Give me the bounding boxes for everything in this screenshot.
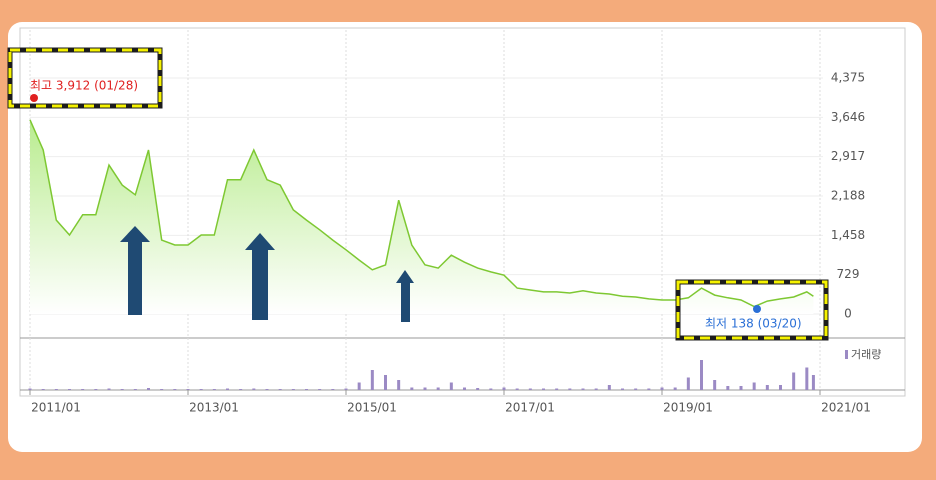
- y-tick-label: 1,458: [831, 228, 865, 242]
- volume-bar: [94, 389, 98, 390]
- frame: [8, 22, 922, 452]
- volume-bar: [568, 388, 572, 390]
- arrow: [120, 226, 150, 315]
- volume-bar: [147, 388, 150, 390]
- volume-bar: [344, 388, 348, 390]
- x-tick-label: 2015/01: [347, 401, 397, 415]
- arrow: [245, 233, 275, 320]
- max-label: 최고 3,912 (01/28): [30, 79, 138, 93]
- volume-bar: [555, 388, 559, 390]
- volume-bar: [700, 360, 703, 390]
- volume-bar: [449, 382, 453, 390]
- volume-bar: [173, 389, 177, 390]
- y-tick-label: 729: [837, 267, 860, 281]
- volume-bar: [331, 389, 335, 390]
- y-tick-label: 2,188: [831, 188, 865, 202]
- volume-bar: [318, 389, 322, 390]
- volume-bar: [660, 387, 664, 390]
- volume-bar: [515, 388, 519, 390]
- volume-bar: [226, 388, 229, 390]
- volume-bar: [621, 388, 624, 390]
- volume-bar: [160, 389, 164, 390]
- volume-bar: [397, 380, 401, 390]
- volume-bar: [792, 372, 796, 390]
- volume-bar: [805, 367, 809, 390]
- x-tick-label: 2013/01: [189, 401, 239, 415]
- volume-bar: [120, 389, 124, 390]
- arrow: [396, 270, 414, 322]
- volume-bar: [634, 388, 638, 390]
- x-tick-label: 2011/01: [31, 401, 81, 415]
- volume-bar: [673, 387, 677, 390]
- max-dot: [30, 94, 38, 102]
- legend-swatch: [845, 350, 848, 359]
- volume-bar: [436, 387, 440, 390]
- highlight-box: [8, 48, 162, 108]
- volume-bar: [581, 388, 585, 390]
- volume-bar: [265, 389, 269, 390]
- volume-bar: [752, 382, 756, 390]
- min-dot: [753, 305, 761, 313]
- volume-bar: [489, 388, 493, 390]
- volume-bar: [713, 380, 717, 390]
- volume-bar: [212, 389, 216, 390]
- volume-bar: [594, 388, 598, 390]
- x-tick-label: 2019/01: [663, 401, 713, 415]
- volume-bar: [370, 370, 374, 390]
- x-tick-label: 2017/01: [505, 401, 555, 415]
- volume-bar: [252, 388, 256, 390]
- volume-bar: [278, 389, 282, 390]
- y-tick-label: 3,646: [831, 110, 865, 124]
- volume-bar: [542, 388, 545, 390]
- volume-bar: [726, 386, 730, 390]
- volume-bar: [133, 389, 137, 390]
- y-tick-label: 0: [844, 307, 852, 321]
- volume-bar: [463, 387, 466, 390]
- volume-bar: [291, 389, 295, 390]
- volume-bar: [528, 388, 532, 390]
- volume-bar: [607, 385, 611, 390]
- price-line: [29, 119, 814, 308]
- volume-bar: [502, 387, 506, 390]
- volume-bar: [81, 389, 85, 390]
- arrows: [120, 226, 414, 322]
- volume-bar: [423, 387, 427, 390]
- volume-bar: [41, 389, 45, 390]
- volume-bar: [28, 388, 32, 390]
- y-tick-label: 4,375: [831, 71, 865, 85]
- volume-bar: [186, 389, 190, 390]
- min-label: 최저 138 (03/20): [705, 317, 802, 331]
- price-area: [30, 119, 814, 314]
- highlight-box: [676, 280, 828, 340]
- volume-bar: [107, 388, 111, 390]
- volume-bar: [410, 387, 414, 390]
- volume-bar: [765, 385, 769, 390]
- volume-bar: [686, 377, 690, 390]
- volume-bar: [811, 375, 815, 390]
- volume-bar: [54, 389, 58, 390]
- volume-bar: [68, 389, 71, 390]
- volume-bar: [199, 389, 203, 390]
- y-tick-label: 2,917: [831, 149, 865, 163]
- volume-bar: [384, 375, 387, 390]
- volume-bar: [476, 388, 480, 390]
- chart-border: [19, 27, 906, 397]
- volume-bar: [357, 382, 361, 390]
- volume-bar: [779, 385, 782, 390]
- volume-bar: [647, 388, 651, 390]
- legend-label: 거래량: [851, 348, 881, 361]
- volume-bar: [239, 389, 243, 390]
- volume-bar: [305, 389, 308, 390]
- volume-bar: [739, 386, 743, 390]
- x-tick-label: 2021/01: [821, 401, 871, 415]
